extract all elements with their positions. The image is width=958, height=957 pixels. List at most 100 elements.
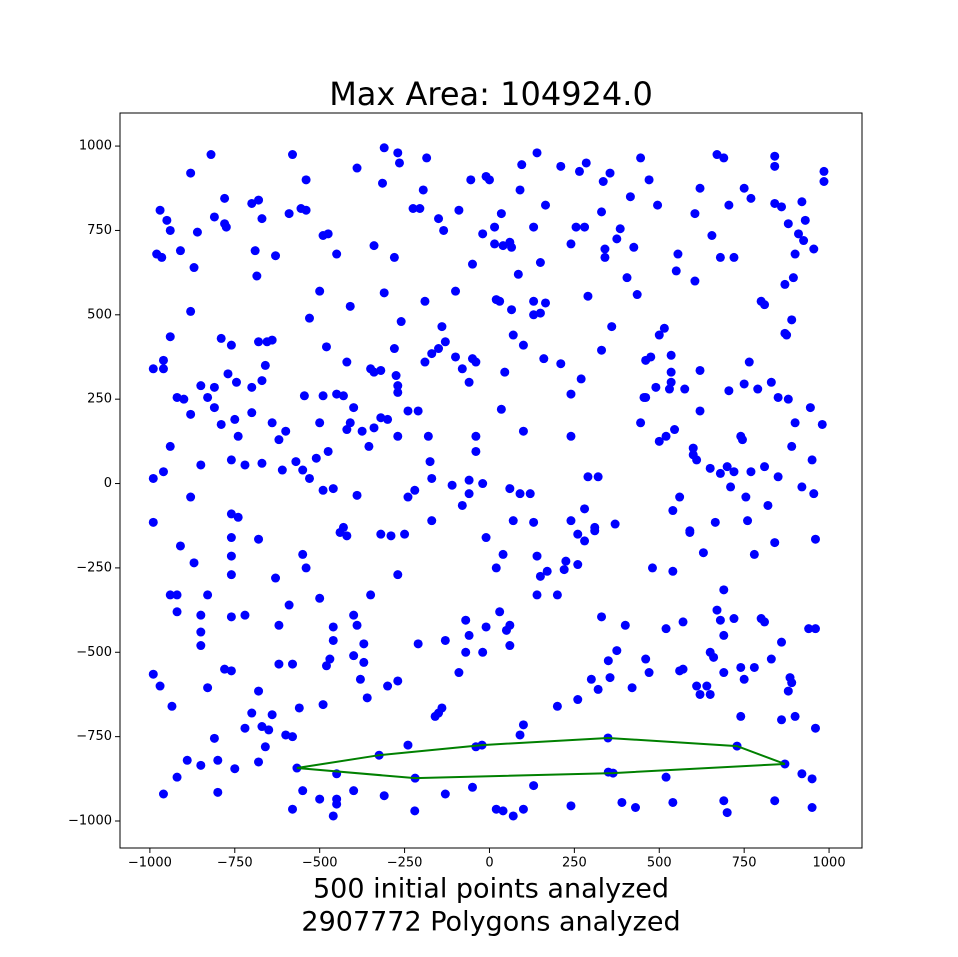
point (496, 209, 506, 219)
point (625, 192, 635, 202)
y-tick-label: 500 (87, 307, 112, 322)
point (597, 207, 607, 217)
point (777, 637, 787, 647)
point (719, 668, 729, 678)
point (165, 225, 175, 235)
point (467, 259, 477, 269)
point (457, 500, 467, 510)
point (220, 193, 230, 203)
point (753, 384, 763, 394)
point (357, 426, 367, 436)
point (393, 431, 403, 441)
point (529, 296, 539, 306)
point (389, 252, 399, 262)
point (471, 446, 481, 456)
point (318, 391, 328, 401)
point (186, 168, 196, 178)
point (749, 662, 759, 672)
point (440, 789, 450, 799)
point (678, 617, 688, 627)
point (541, 298, 551, 308)
point (678, 664, 688, 674)
point (785, 673, 795, 683)
point (408, 204, 418, 214)
point (464, 489, 474, 499)
point (763, 500, 773, 510)
point (817, 419, 827, 429)
point (804, 624, 814, 634)
point (532, 551, 542, 561)
point (766, 377, 776, 387)
point (647, 563, 657, 573)
point (393, 148, 403, 158)
point (226, 570, 236, 580)
point (800, 215, 810, 225)
point (332, 389, 342, 399)
point (661, 431, 671, 441)
point (186, 492, 196, 502)
point (715, 468, 725, 478)
point (790, 249, 800, 259)
point (573, 529, 583, 539)
point (695, 689, 705, 699)
point (158, 364, 168, 374)
point (810, 723, 820, 733)
point (654, 436, 664, 446)
point (257, 458, 267, 468)
point (646, 352, 656, 362)
point (223, 369, 233, 379)
point (196, 610, 206, 620)
point (702, 681, 712, 691)
point (668, 797, 678, 807)
x-tick-label: 750 (732, 856, 757, 871)
point (391, 371, 401, 381)
point (576, 374, 586, 384)
point (777, 715, 787, 725)
point (454, 205, 464, 215)
point (661, 624, 671, 634)
point (230, 764, 240, 774)
x-axis-label: 500 initial points analyzed (313, 874, 669, 905)
point (294, 703, 304, 713)
point (719, 796, 729, 806)
point (508, 330, 518, 340)
point (240, 460, 250, 470)
point (471, 357, 481, 367)
point (573, 695, 583, 705)
point (736, 711, 746, 721)
point (378, 178, 388, 188)
point (189, 558, 199, 568)
point (690, 276, 700, 286)
point (507, 242, 517, 252)
point (760, 617, 770, 627)
point (719, 630, 729, 640)
point (167, 701, 177, 711)
point (288, 804, 298, 814)
point (403, 740, 413, 750)
point (247, 198, 257, 208)
point (739, 379, 749, 389)
point (301, 205, 311, 215)
point (464, 630, 474, 640)
point (192, 227, 202, 237)
point (257, 214, 267, 224)
point (770, 161, 780, 171)
point (254, 195, 264, 205)
point (496, 404, 506, 414)
point (783, 219, 793, 229)
point (376, 413, 386, 423)
point (196, 627, 206, 637)
point (267, 418, 277, 428)
point (349, 403, 359, 413)
point (311, 453, 321, 463)
point (364, 441, 374, 451)
point (301, 563, 311, 573)
point (810, 624, 820, 634)
y-tick-label: 0 (104, 476, 112, 491)
point (525, 489, 535, 499)
point (247, 382, 257, 392)
point (240, 610, 250, 620)
point (729, 467, 739, 477)
point (743, 516, 753, 526)
point (529, 781, 539, 791)
